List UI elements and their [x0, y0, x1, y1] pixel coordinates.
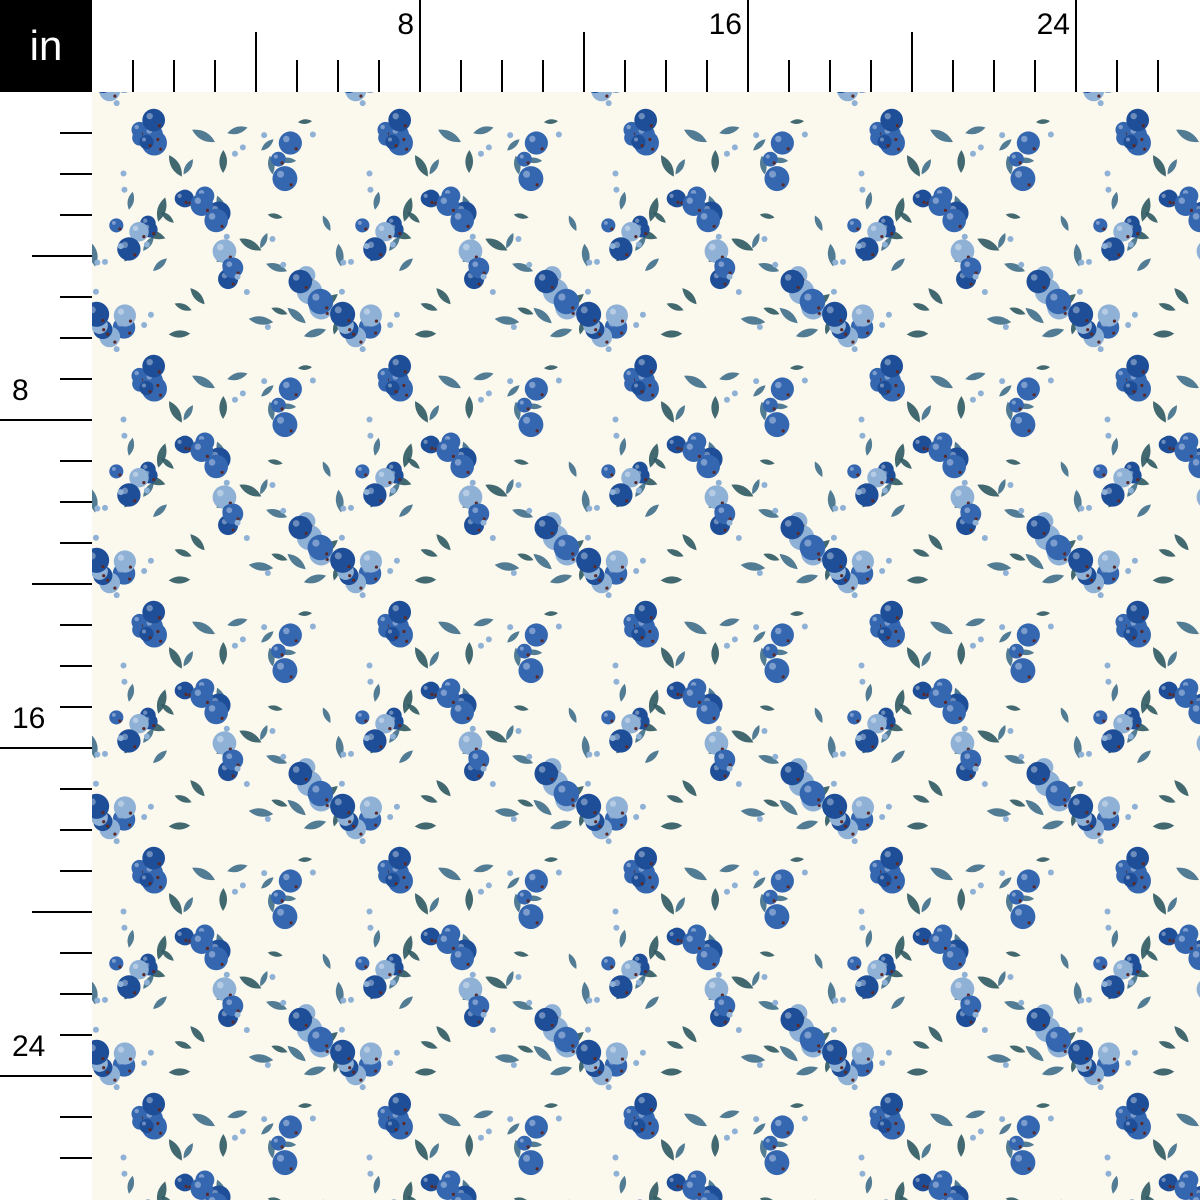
minor-tick: [460, 60, 462, 92]
minor-tick: [60, 870, 92, 872]
minor-tick: [296, 60, 298, 92]
fabric-fill: [92, 92, 1200, 1200]
left-ruler-label: 16: [12, 702, 46, 735]
minor-tick: [32, 583, 92, 585]
minor-tick: [32, 911, 92, 913]
major-tick: [0, 1075, 92, 1077]
minor-tick: [255, 32, 257, 92]
minor-tick: [60, 460, 92, 462]
minor-tick: [60, 173, 92, 175]
fabric-pattern-preview: [92, 92, 1200, 1200]
minor-tick: [870, 60, 872, 92]
minor-tick: [214, 60, 216, 92]
major-tick: [0, 419, 92, 421]
minor-tick: [911, 32, 913, 92]
minor-tick: [60, 214, 92, 216]
major-tick: [747, 0, 749, 92]
minor-tick: [583, 32, 585, 92]
minor-tick: [60, 542, 92, 544]
minor-tick: [60, 665, 92, 667]
major-tick: [1075, 0, 1077, 92]
minor-tick: [665, 60, 667, 92]
top-ruler-label: 16: [708, 8, 742, 41]
minor-tick: [829, 60, 831, 92]
minor-tick: [60, 993, 92, 995]
minor-tick: [60, 296, 92, 298]
minor-tick: [60, 829, 92, 831]
minor-tick: [60, 706, 92, 708]
unit-label: in: [0, 0, 92, 92]
top-ruler: 8 16 24: [92, 0, 1200, 92]
minor-tick: [788, 60, 790, 92]
minor-tick: [1034, 60, 1036, 92]
minor-tick: [60, 1157, 92, 1159]
minor-tick: [60, 952, 92, 954]
major-tick: [419, 0, 421, 92]
minor-tick: [132, 60, 134, 92]
minor-tick: [337, 60, 339, 92]
minor-tick: [60, 501, 92, 503]
minor-tick: [378, 60, 380, 92]
minor-tick: [60, 132, 92, 134]
minor-tick: [60, 788, 92, 790]
minor-tick: [952, 60, 954, 92]
left-ruler-label: 8: [12, 374, 29, 407]
minor-tick: [706, 60, 708, 92]
top-ruler-label: 24: [1036, 8, 1070, 41]
left-ruler: 8 16 24: [0, 92, 92, 1200]
minor-tick: [60, 1116, 92, 1118]
minor-tick: [1157, 60, 1159, 92]
minor-tick: [60, 1034, 92, 1036]
minor-tick: [32, 255, 92, 257]
minor-tick: [173, 60, 175, 92]
minor-tick: [542, 60, 544, 92]
minor-tick: [60, 624, 92, 626]
minor-tick: [624, 60, 626, 92]
minor-tick: [60, 378, 92, 380]
top-ruler-label: 8: [397, 8, 414, 41]
minor-tick: [60, 337, 92, 339]
left-ruler-label: 24: [12, 1030, 46, 1063]
major-tick: [0, 747, 92, 749]
minor-tick: [993, 60, 995, 92]
minor-tick: [1116, 60, 1118, 92]
minor-tick: [501, 60, 503, 92]
